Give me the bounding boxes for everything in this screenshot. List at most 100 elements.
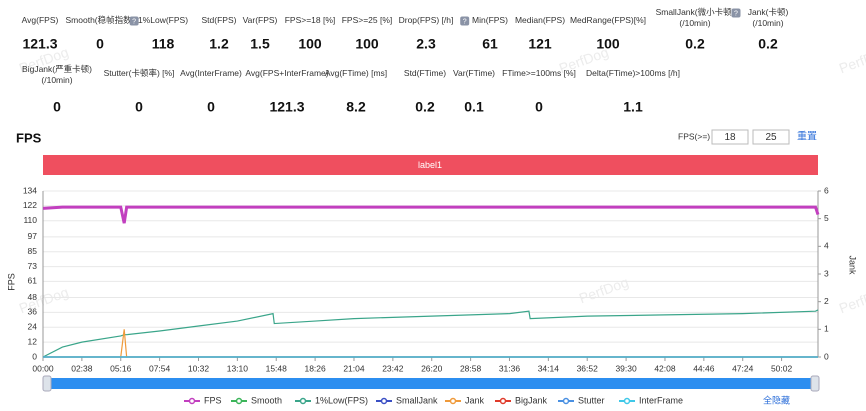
- x-tick-label: 05:16: [110, 363, 132, 373]
- legend-label[interactable]: Stutter: [578, 395, 605, 405]
- threshold-value: 25: [765, 132, 777, 143]
- legend-label[interactable]: Jank: [465, 395, 485, 405]
- metric-value: 8.2: [346, 99, 366, 115]
- series-line: [43, 329, 818, 358]
- metric-label: Avg(FPS): [22, 15, 59, 25]
- metric-value: 0: [535, 99, 543, 115]
- metric-value: 1.5: [250, 36, 270, 52]
- metric-label: Drop(FPS) [/h]: [399, 15, 454, 25]
- legend-label[interactable]: BigJank: [515, 395, 548, 405]
- help-mark: ?: [734, 10, 738, 17]
- x-tick-label: 21:04: [343, 363, 365, 373]
- metric-value: 121.3: [22, 36, 57, 52]
- y-tick-label: 36: [28, 307, 38, 317]
- metric-value: 0: [207, 99, 215, 115]
- threshold-input[interactable]: [711, 129, 749, 145]
- metric-value: 0.2: [415, 99, 435, 115]
- x-tick-label: 34:14: [538, 363, 560, 373]
- x-tick-label: 07:54: [149, 363, 171, 373]
- legend-label[interactable]: SmallJank: [396, 395, 438, 405]
- metric-value: 0: [135, 99, 143, 115]
- threshold-label: FPS(>=): [678, 131, 710, 141]
- metric-label: Var(FPS): [243, 15, 278, 25]
- y-tick-label: 134: [23, 185, 37, 195]
- series-line: [42, 205, 820, 224]
- y-tick-label: 61: [28, 276, 38, 286]
- legend-dot: [188, 397, 196, 405]
- y-tick-label: 110: [23, 215, 37, 225]
- help-icon: [129, 16, 139, 26]
- hide-all-button[interactable]: 全隐藏: [763, 394, 790, 405]
- legend-dot: [299, 397, 307, 405]
- x-tick-label: 36:52: [577, 363, 599, 373]
- x-tick-label: 50:02: [771, 363, 793, 373]
- metric-label: Smooth(稳帧指数): [66, 15, 135, 25]
- metric-label: Avg(InterFrame): [180, 68, 242, 78]
- metric-label: Delta(FTime)>100ms [/h]: [586, 68, 680, 78]
- y2-tick-label: 4: [824, 241, 829, 251]
- x-tick-label: 31:36: [499, 363, 521, 373]
- metric-value: 100: [355, 36, 379, 52]
- metric-value: 1.2: [209, 36, 229, 52]
- metric-value: 121: [528, 36, 552, 52]
- x-tick-label: 44:46: [693, 363, 715, 373]
- y2-tick-label: 5: [824, 213, 829, 223]
- x-tick-label: 13:10: [227, 363, 249, 373]
- metric-value: 100: [298, 36, 322, 52]
- help-icon: [460, 16, 470, 26]
- scrollbar[interactable]: [49, 378, 813, 389]
- x-tick-label: 18:26: [304, 363, 326, 373]
- legend-label[interactable]: InterFrame: [639, 395, 683, 405]
- metric-label: Std(FPS): [202, 15, 237, 25]
- metric-value: 0.1: [464, 99, 484, 115]
- threshold-input[interactable]: [752, 129, 790, 145]
- scroll-handle[interactable]: [810, 375, 820, 392]
- legend-label[interactable]: FPS: [204, 395, 222, 405]
- metric-value: 121.3: [269, 99, 304, 115]
- metric-label: Stutter(卡顿率) [%]: [104, 68, 175, 78]
- series-line: [42, 309, 819, 358]
- metric-value: 118: [152, 36, 175, 52]
- metric-label: FTime>=100ms [%]: [502, 68, 576, 78]
- metric-label: FPS>=18 [%]: [285, 15, 336, 25]
- watermark: PerfDog: [17, 284, 71, 317]
- label-band-text: label1: [418, 160, 442, 170]
- x-tick-label: 42:08: [654, 363, 676, 373]
- label-band: [43, 155, 818, 175]
- x-tick-label: 23:42: [382, 363, 404, 373]
- legend-dot: [449, 397, 457, 405]
- help-mark: ?: [132, 18, 136, 25]
- y-axis-title: FPS: [6, 273, 16, 291]
- legend-label[interactable]: 1%Low(FPS): [315, 395, 368, 405]
- metric-value: 61: [482, 36, 498, 52]
- legend-dot: [623, 397, 631, 405]
- legend-label[interactable]: Smooth: [251, 395, 282, 405]
- reset-button[interactable]: 重置: [797, 130, 817, 143]
- watermark: PerfDog: [577, 274, 631, 307]
- help-icon: [731, 8, 741, 18]
- chart-title: FPS: [16, 130, 42, 145]
- y-tick-label: 24: [28, 322, 38, 332]
- metric-label: Avg(FTime) [ms]: [325, 68, 387, 78]
- y-tick-label: 122: [23, 200, 37, 210]
- metric-label: 1%Low(FPS): [138, 15, 188, 25]
- y2-axis-title: Jank: [848, 255, 858, 275]
- y-tick-label: 48: [28, 292, 38, 302]
- metric-value: 0.2: [685, 36, 705, 52]
- legend-dot: [235, 397, 243, 405]
- x-tick-label: 00:00: [32, 363, 54, 373]
- x-tick-label: 28:58: [460, 363, 482, 373]
- scroll-handle[interactable]: [42, 375, 52, 392]
- y-tick-label: 85: [28, 246, 38, 256]
- x-tick-label: 10:32: [188, 363, 210, 373]
- metric-value: 2.3: [416, 36, 436, 52]
- y-tick-label: 0: [32, 351, 37, 361]
- metric-value: 100: [596, 36, 620, 52]
- legend-dot: [562, 397, 570, 405]
- metric-label: BigJank(严重卡顿) (/10min): [22, 64, 92, 85]
- threshold-value: 18: [724, 132, 736, 143]
- metric-value: 0: [53, 99, 61, 115]
- x-tick-label: 47:24: [732, 363, 754, 373]
- watermark: PerfDog: [837, 284, 866, 317]
